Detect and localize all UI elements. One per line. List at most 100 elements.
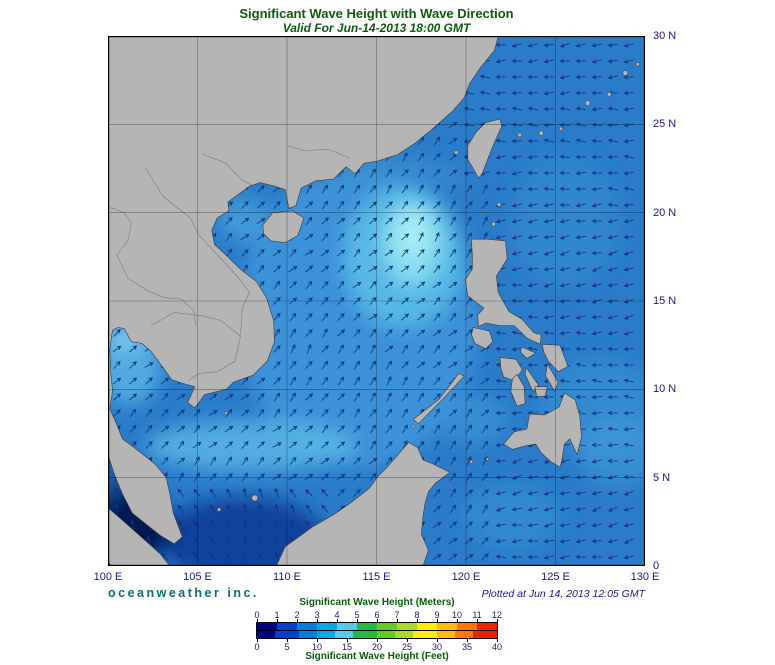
meter-tick-value: 11 xyxy=(472,610,482,620)
landmasses xyxy=(108,36,640,566)
landmass xyxy=(545,363,559,392)
island xyxy=(216,507,222,512)
legend-title-feet: Significant Wave Height (Feet) xyxy=(305,651,449,662)
colorbar-cell-feet xyxy=(407,631,413,638)
colorbar-cell-feet xyxy=(347,631,353,638)
lat-tick-label: 0 xyxy=(653,560,660,572)
colorbar-cell-feet xyxy=(431,631,437,638)
island xyxy=(517,132,522,138)
lat-tick-label: 10 N xyxy=(653,383,677,396)
island xyxy=(558,126,563,131)
colorbar-cell-feet xyxy=(455,631,461,638)
colorbar-cell-feet xyxy=(311,631,317,638)
island xyxy=(496,202,502,207)
colorbar-cell-meters xyxy=(377,623,397,630)
colorbar-cell-feet xyxy=(467,631,473,638)
island xyxy=(469,459,474,464)
colorbar-cell-feet xyxy=(413,631,419,638)
landmass xyxy=(510,374,526,407)
lat-tick-label: 25 N xyxy=(653,118,677,131)
island xyxy=(491,221,496,227)
feet-tick-value: 20 xyxy=(371,642,382,652)
meter-tick-value: 9 xyxy=(434,610,440,620)
feet-tick-value: 25 xyxy=(401,642,412,652)
lon-tick-label: 105 E xyxy=(183,571,212,583)
colorbar-cell-feet xyxy=(299,631,305,638)
feet-tick-value: 30 xyxy=(431,642,442,652)
colorbar-cell-feet xyxy=(365,631,371,638)
lat-tick-label: 20 N xyxy=(653,206,677,219)
colorbar-cell-feet xyxy=(449,631,455,638)
colorbar-cell-feet xyxy=(479,631,485,638)
colorbar-cell-meters xyxy=(257,623,277,630)
colorbar-cell-meters xyxy=(357,623,377,630)
colorbar-cell-feet xyxy=(443,631,449,638)
colorbar-cell-feet xyxy=(491,631,497,638)
feet-tick-row: 0 5 10 15 20 25 30 35 40 xyxy=(254,639,502,652)
lon-tick-label: 120 E xyxy=(451,571,481,583)
colorbar-cell-feet xyxy=(461,631,467,638)
colorbar-cell-feet xyxy=(437,631,443,638)
meter-tick-value: 6 xyxy=(374,610,380,620)
island xyxy=(606,92,612,97)
colorbar-bars xyxy=(256,622,498,639)
colorbar-cell-feet xyxy=(425,631,431,638)
island xyxy=(622,70,629,76)
map-area xyxy=(108,36,645,566)
colorbar-cell-meters xyxy=(337,623,357,630)
landmass xyxy=(464,238,542,345)
feet-tick-value: 10 xyxy=(311,642,322,652)
colorbar-cell-feet xyxy=(323,631,329,638)
colorbar-cell-feet xyxy=(335,631,341,638)
island xyxy=(485,457,490,461)
feet-tick-value: 0 xyxy=(254,642,260,652)
colorbar-cell-meters xyxy=(457,623,477,630)
colorbar-cell-feet xyxy=(287,631,293,638)
colorbar-cell-feet xyxy=(359,631,365,638)
landmass xyxy=(262,210,305,243)
country-borders xyxy=(109,145,350,381)
colorbar-cell-feet xyxy=(263,631,269,638)
landmass xyxy=(108,36,499,545)
landmass xyxy=(541,344,569,372)
landmass xyxy=(276,442,451,566)
lon-tick-label: 125 E xyxy=(541,571,570,583)
colorbar-cell-feet xyxy=(419,631,425,638)
landmass xyxy=(412,373,465,425)
lat-tick-label: 15 N xyxy=(653,295,677,307)
landmass xyxy=(520,346,537,359)
colorbar-cell-meters xyxy=(397,623,417,630)
colorbar-cell-meters xyxy=(477,623,497,630)
colorbar-cell-meters xyxy=(437,623,457,630)
landmass xyxy=(471,327,494,349)
lon-tick-label: 115 E xyxy=(362,571,391,583)
oceanweather-branding: oceanweather inc. xyxy=(108,586,259,600)
landmass xyxy=(503,392,582,468)
colorbar-cell-meters xyxy=(297,623,317,630)
island xyxy=(635,62,640,67)
colorbar-cell-feet xyxy=(329,631,335,638)
colorbar-cell-feet xyxy=(401,631,407,638)
meter-tick-value: 8 xyxy=(414,610,420,620)
map-frame xyxy=(108,36,645,566)
graticule-grid xyxy=(108,36,645,566)
meter-tick-value: 3 xyxy=(314,610,320,620)
meter-tick-value: 12 xyxy=(491,610,502,620)
meter-tick-value: 4 xyxy=(334,610,340,620)
figure-title: Significant Wave Height with Wave Direct… xyxy=(239,6,514,21)
legend-title-meters: Significant Wave Height (Meters) xyxy=(299,597,455,608)
colorbar-cell-meters xyxy=(317,623,337,630)
colorbar-cell-feet xyxy=(371,631,377,638)
island xyxy=(224,411,228,415)
plot-timestamp: Plotted at Jun 14, 2013 12:05 GMT xyxy=(481,588,645,600)
colorbar-cell-feet xyxy=(473,631,479,638)
feet-tick-value: 15 xyxy=(341,642,352,652)
landmass xyxy=(524,367,539,393)
colorbar-cell-feet xyxy=(383,631,389,638)
colorbar-cell-feet xyxy=(257,631,263,638)
meter-tick-value: 5 xyxy=(354,610,360,620)
island xyxy=(453,150,459,155)
island xyxy=(584,100,591,106)
colorbar-cell-feet xyxy=(353,631,359,638)
